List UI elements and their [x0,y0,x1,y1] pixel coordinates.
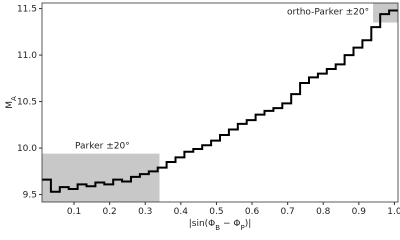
x-tick-label: 0.6 [245,207,260,217]
annotation: Parker ±20° [75,142,130,152]
x-tick-label: 0.9 [352,207,367,217]
x-axis-label-part: B [215,224,220,232]
y-tick-label: 9.5 [23,191,37,201]
y-tick-label: 10.0 [17,144,37,154]
y-tick-label: 10.5 [17,98,37,108]
x-tick-label: 0.3 [138,207,152,217]
x-axis-label: |sin(ΦB − ΦP)| [189,219,251,232]
x-axis-label-part: |sin(Φ [189,219,216,229]
x-axis-label-part: )| [245,219,252,229]
x-tick-label: 0.2 [102,207,116,217]
shaded-region [373,3,398,23]
x-tick-label: 0.5 [209,207,223,217]
x-tick-label: 0.8 [316,207,331,217]
x-axis-label-part: − Φ [220,219,240,229]
x-tick-label: 1.0 [387,207,400,217]
y-tick-label: 11.5 [17,5,37,15]
chart: Parker ±20° ortho-Parker ±20° 0.1 0.2 0.3 0.4… [5,2,400,232]
y-tick-label: 11.0 [17,51,37,61]
annotation: ortho-Parker ±20° [287,8,369,18]
x-tick-label: 0.7 [280,207,294,217]
shaded-region [42,153,160,202]
y-axis-label-part: A [10,96,18,101]
y-axis-label: MA [5,96,18,109]
y-axis-label-part: M [5,101,15,109]
step-line [42,9,398,193]
x-tick-label: 0.1 [67,207,81,217]
x-tick-label: 0.4 [174,207,189,217]
x-axis-label-part: P [240,224,244,232]
plot-frame [41,2,399,203]
